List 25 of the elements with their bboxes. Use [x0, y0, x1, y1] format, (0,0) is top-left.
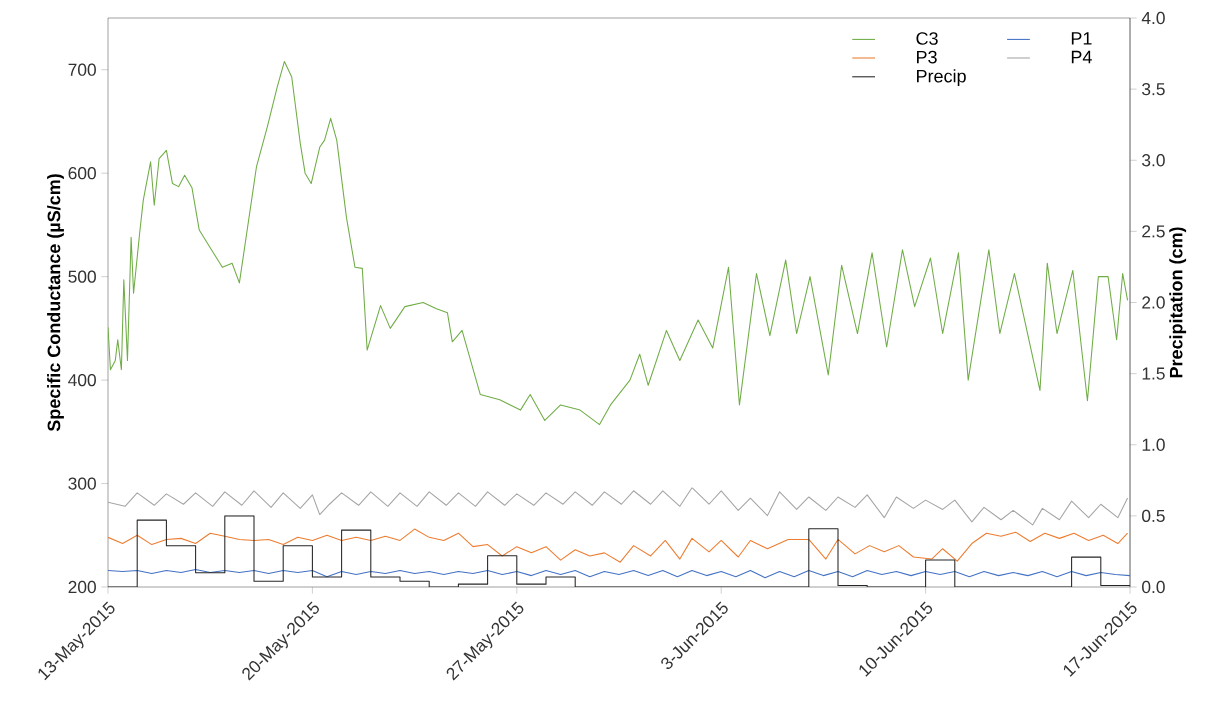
y-tick-label: 200 [68, 580, 96, 594]
y2-tick-label: 3.5 [1142, 82, 1165, 96]
y-tick-label: 300 [68, 477, 96, 490]
legend-label: P4 [1071, 50, 1092, 64]
legend-label: Precip [917, 69, 966, 87]
y2-tick-label: 3.0 [1142, 154, 1165, 167]
legend-label: P3 [917, 50, 937, 64]
y-tick-label: 500 [68, 270, 96, 283]
y2-tick-label: 0.0 [1142, 580, 1165, 594]
line-series [108, 487, 1129, 526]
y2-tick-label: 2.0 [1142, 296, 1165, 309]
line-series [108, 568, 1130, 579]
y-tick-label: 600 [68, 167, 96, 180]
y2-tick-label: 4.0 [1141, 11, 1165, 25]
y-tick-label: 400 [68, 373, 96, 387]
y-tick-label: 700 [68, 63, 96, 76]
y2-tick-label: 1.5 [1142, 367, 1165, 380]
y2-tick-label: 2.5 [1142, 225, 1165, 238]
legend-label: P1 [1071, 32, 1092, 45]
legend-label: C3 [916, 32, 938, 45]
y2-tick-label: 0.5 [1142, 509, 1165, 523]
y2-tick-label: 1.0 [1142, 438, 1165, 451]
line-series [108, 528, 1129, 563]
y-axis-title: Specific Conductance (µS/cm) [47, 174, 64, 432]
y2-axis-title: Precipitation (cm) [1169, 227, 1187, 378]
